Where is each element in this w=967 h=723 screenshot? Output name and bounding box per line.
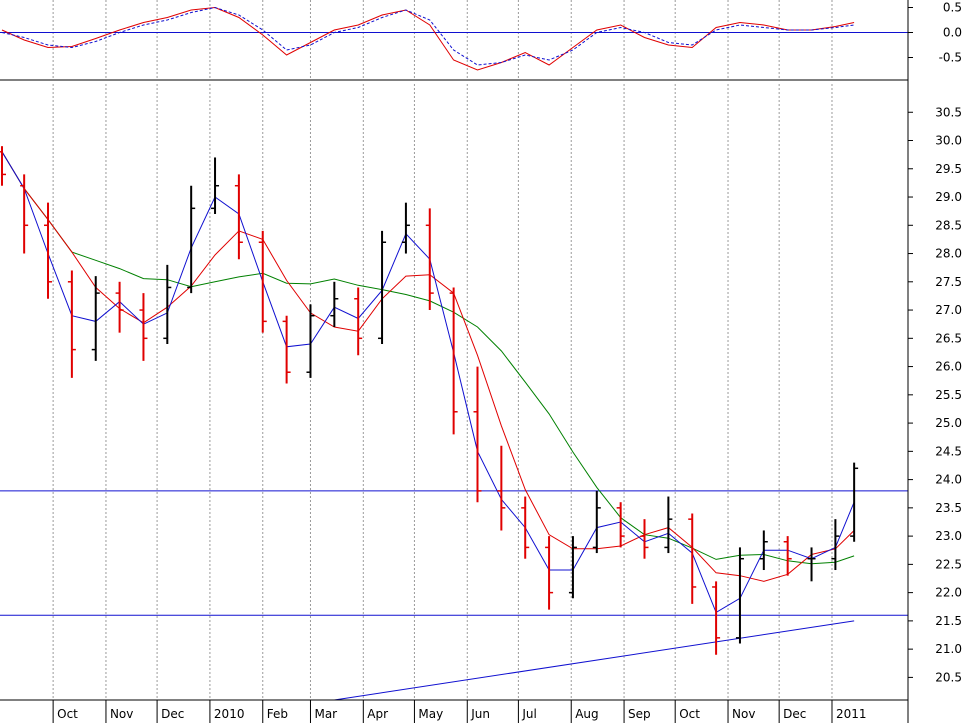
x-tick-label: Nov: [732, 707, 755, 721]
price-y-tick-label: 27.0: [935, 303, 962, 317]
x-tick-label: Dec: [161, 707, 184, 721]
moving-average-short: [1, 151, 855, 614]
osc-series-dashed: [1, 6, 855, 66]
osc-grid: [52, 0, 833, 80]
osc-y-tick-label: 0.0: [943, 26, 962, 40]
x-tick-label: Sep: [628, 707, 651, 721]
osc-panel: [0, 6, 908, 71]
price-y-tick-label: 22.5: [935, 557, 962, 571]
price-y-tick-label: 30.5: [935, 105, 962, 119]
x-tick-label: 2011: [836, 707, 867, 721]
x-tick-label: Mar: [314, 707, 337, 721]
price-y-tick-label: 20.5: [935, 670, 962, 684]
price-panel: [0, 146, 908, 701]
osc-series-solid: [1, 6, 855, 71]
price-y-tick-label: 27.5: [935, 275, 962, 289]
osc-y-tick-label: 0.5: [943, 1, 962, 15]
price-y-tick-label: 26.0: [935, 360, 962, 374]
price-y-tick-label: 28.5: [935, 218, 962, 232]
x-tick-label: Oct: [679, 707, 700, 721]
x-tick-label: 2010: [214, 707, 245, 721]
price-y-tick-label: 24.5: [935, 444, 962, 458]
x-tick-label: Nov: [110, 707, 133, 721]
price-y-tick-label: 26.5: [935, 331, 962, 345]
price-y-tick-label: 24.0: [935, 473, 962, 487]
x-tick-label: Feb: [267, 707, 288, 721]
x-tick-label: Oct: [57, 707, 78, 721]
x-tick-label: Dec: [783, 707, 806, 721]
osc-y-tick-label: -0.5: [939, 51, 962, 65]
price-y-tick-label: 29.5: [935, 162, 962, 176]
price-y-tick-label: 28.0: [935, 247, 962, 261]
moving-average-mid: [1, 151, 855, 582]
price-y-tick-label: 23.5: [935, 501, 962, 515]
price-y-tick-label: 22.0: [935, 586, 962, 600]
x-tick-label: Jul: [521, 707, 536, 721]
x-tick-label: Jun: [470, 707, 490, 721]
x-tick-label: May: [418, 707, 443, 721]
moving-average-long: [1, 151, 855, 565]
x-tick-label: Apr: [367, 707, 388, 721]
price-y-tick-label: 25.0: [935, 416, 962, 430]
price-y-tick-label: 30.0: [935, 134, 962, 148]
price-grid: [52, 84, 833, 700]
price-y-tick-label: 21.5: [935, 614, 962, 628]
x-tick-label: Aug: [575, 707, 598, 721]
price-y-tick-label: 21.0: [935, 642, 962, 656]
trendline: [334, 620, 855, 701]
price-y-tick-label: 29.0: [935, 190, 962, 204]
price-y-tick-label: 25.5: [935, 388, 962, 402]
price-y-tick-label: 23.0: [935, 529, 962, 543]
